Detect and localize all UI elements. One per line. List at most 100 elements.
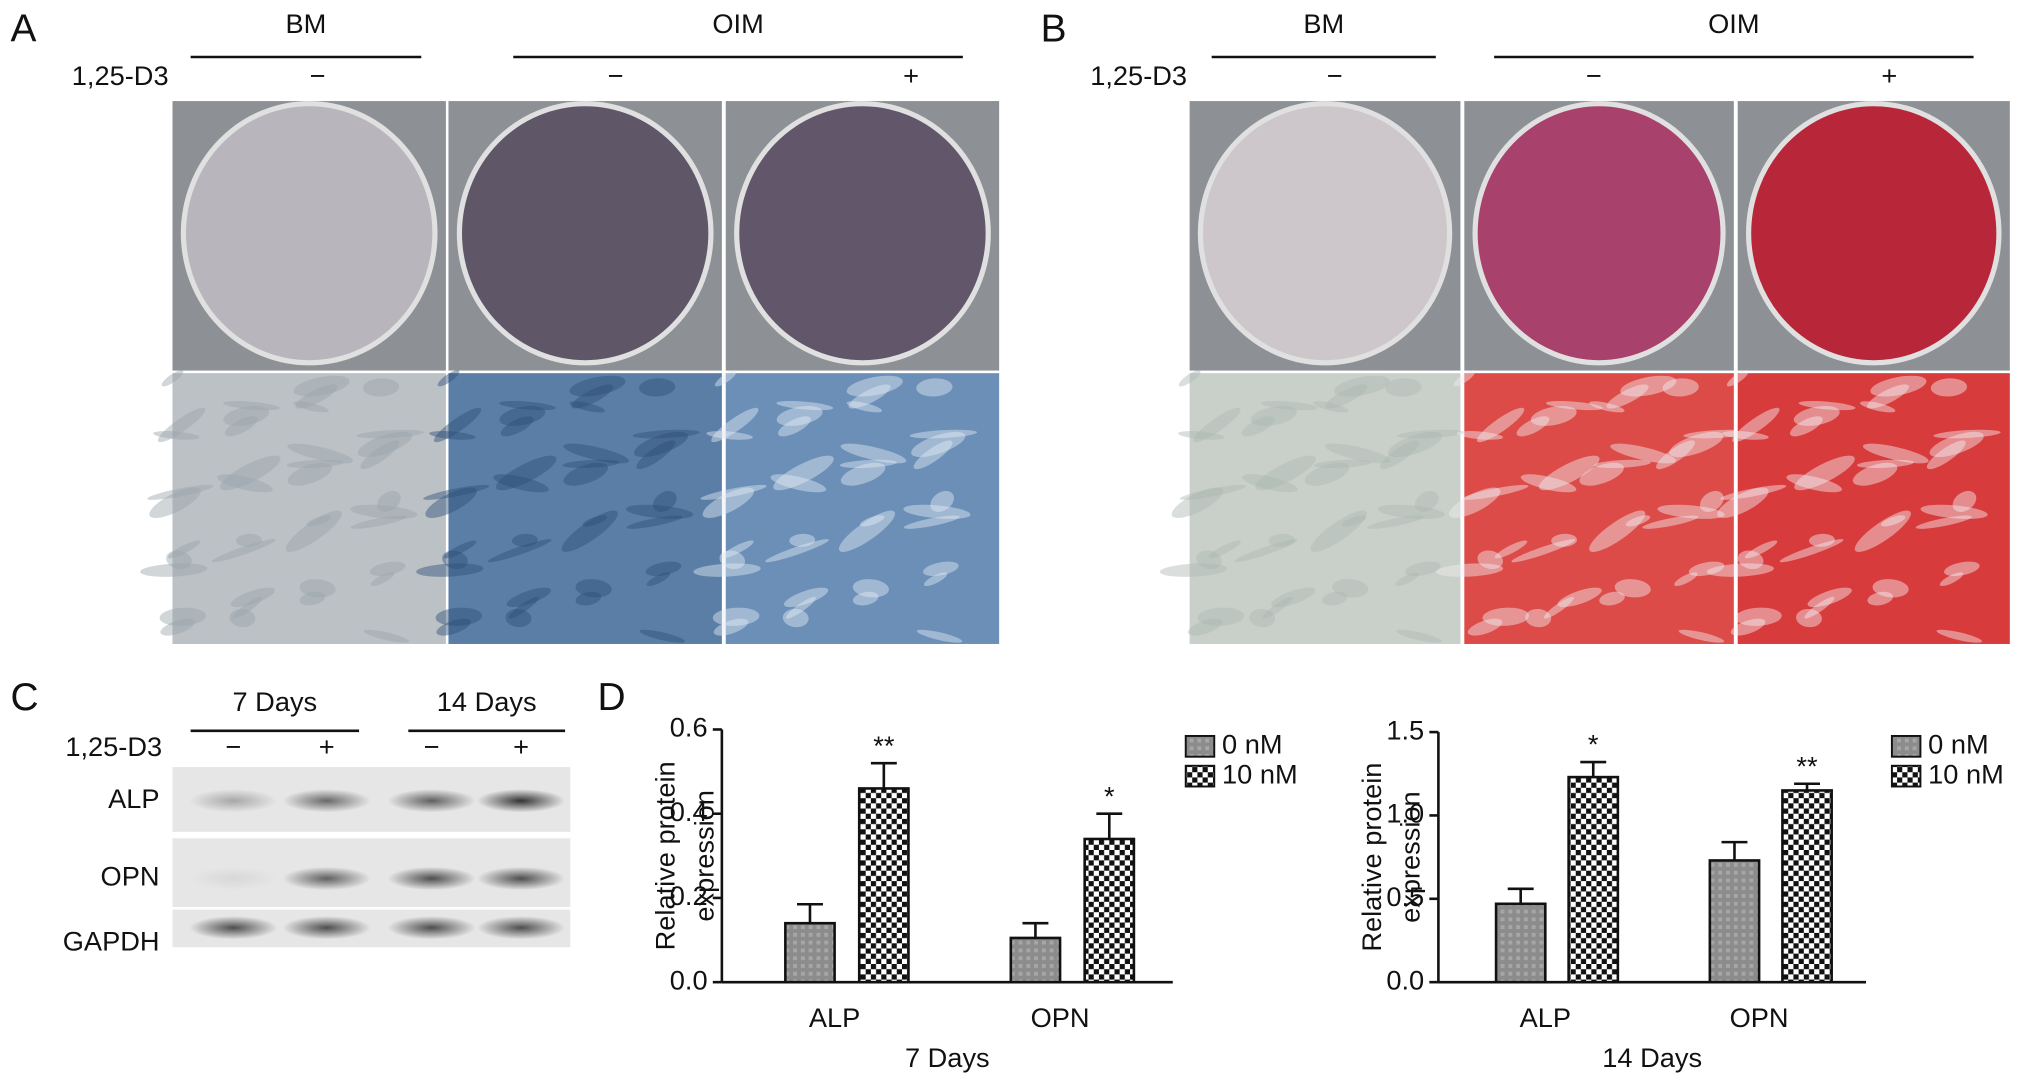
texture bbox=[495, 455, 557, 491]
texture bbox=[235, 533, 262, 547]
texture bbox=[930, 490, 954, 512]
error-bar bbox=[1721, 840, 1748, 861]
texture bbox=[789, 533, 816, 547]
texture bbox=[719, 550, 746, 570]
texture bbox=[377, 490, 401, 512]
texture bbox=[571, 384, 614, 409]
panel-label: D bbox=[597, 676, 625, 719]
texture bbox=[1208, 540, 1241, 559]
significance: ** bbox=[873, 730, 895, 761]
texture bbox=[1944, 561, 1980, 577]
error-bar bbox=[797, 902, 823, 924]
texture bbox=[562, 459, 620, 469]
texture bbox=[1688, 561, 1725, 577]
texture bbox=[1313, 401, 1349, 413]
sign: + bbox=[319, 731, 335, 762]
band bbox=[387, 866, 476, 891]
micrograph bbox=[1464, 373, 1734, 644]
texture bbox=[1249, 608, 1276, 628]
texture bbox=[848, 384, 891, 409]
group-label: 14 Days bbox=[437, 686, 537, 717]
texture bbox=[1674, 572, 1698, 587]
texture bbox=[563, 462, 609, 486]
blot-row-label: OPN bbox=[101, 861, 160, 892]
panel-label: B bbox=[1041, 7, 1067, 50]
texture bbox=[1271, 587, 1316, 608]
texture bbox=[1511, 539, 1576, 563]
texture bbox=[1241, 416, 1275, 437]
texture bbox=[770, 474, 827, 493]
texture bbox=[713, 618, 749, 636]
texture bbox=[1798, 400, 1856, 411]
texture bbox=[785, 596, 816, 619]
texture bbox=[1856, 459, 1914, 469]
texture bbox=[1197, 607, 1245, 626]
texture bbox=[1804, 596, 1835, 619]
texture bbox=[1683, 429, 1751, 439]
texture bbox=[859, 515, 885, 527]
texture bbox=[1333, 375, 1390, 397]
band bbox=[189, 789, 278, 813]
texture bbox=[1726, 370, 1749, 387]
texture bbox=[1789, 416, 1823, 437]
texture bbox=[433, 407, 482, 443]
band bbox=[476, 866, 566, 891]
texture bbox=[706, 430, 753, 440]
texture bbox=[916, 629, 963, 643]
texture bbox=[563, 443, 630, 464]
micrograph bbox=[172, 373, 446, 644]
texture bbox=[1614, 579, 1651, 598]
texture bbox=[299, 579, 336, 598]
texture bbox=[1525, 608, 1552, 628]
legend-swatch bbox=[1184, 734, 1216, 758]
texture bbox=[1793, 405, 1840, 426]
texture bbox=[1867, 384, 1910, 409]
texture bbox=[1606, 384, 1649, 409]
y-axis-label: expression bbox=[1395, 791, 1426, 923]
texture bbox=[1852, 462, 1898, 486]
texture bbox=[1435, 563, 1504, 577]
texture bbox=[356, 429, 424, 439]
texture bbox=[1187, 618, 1223, 636]
texture bbox=[425, 487, 477, 518]
texture bbox=[1657, 504, 1725, 519]
texture bbox=[782, 608, 809, 628]
texture bbox=[362, 378, 400, 397]
texture bbox=[505, 608, 532, 628]
texture bbox=[429, 430, 476, 440]
texture bbox=[1325, 443, 1391, 464]
texture bbox=[765, 539, 829, 563]
texture bbox=[700, 484, 767, 500]
texture bbox=[1557, 587, 1602, 608]
band bbox=[282, 789, 371, 813]
texture bbox=[1952, 490, 1977, 512]
texture bbox=[1396, 429, 1465, 439]
texture bbox=[363, 629, 410, 643]
texture bbox=[285, 510, 342, 552]
texture bbox=[1414, 490, 1439, 512]
texture bbox=[1477, 550, 1504, 570]
texture bbox=[1367, 515, 1424, 529]
texture bbox=[923, 572, 948, 587]
sign: − bbox=[225, 731, 241, 762]
texture bbox=[1926, 440, 1966, 470]
y-axis-label: Relative protein bbox=[650, 761, 681, 950]
texture bbox=[1551, 533, 1578, 547]
significance: * bbox=[1588, 729, 1599, 760]
texture bbox=[159, 607, 207, 626]
significance: ** bbox=[1796, 750, 1818, 781]
texture bbox=[360, 440, 400, 470]
texture bbox=[1939, 572, 1964, 587]
legend-label: 10 nM bbox=[1222, 758, 1298, 789]
micrograph bbox=[1189, 373, 1461, 644]
texture bbox=[712, 607, 760, 626]
panel-label: C bbox=[11, 676, 39, 719]
texture bbox=[443, 540, 477, 559]
texture bbox=[1304, 462, 1350, 486]
y-tick-label: 0.5 bbox=[1386, 881, 1424, 912]
sign: + bbox=[903, 60, 919, 91]
texture bbox=[157, 407, 206, 443]
texture bbox=[287, 462, 333, 486]
texture bbox=[229, 608, 256, 628]
texture bbox=[149, 487, 201, 518]
